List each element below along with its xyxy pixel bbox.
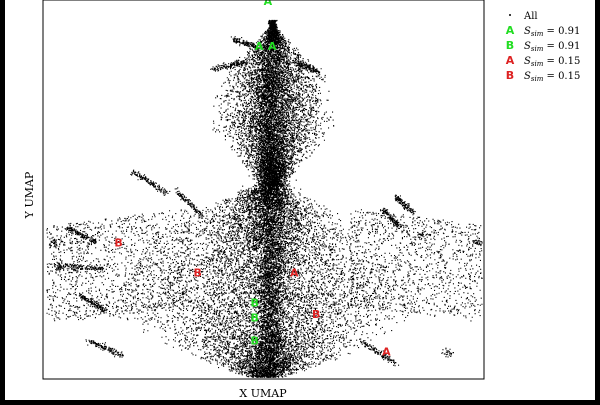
legend-marker-b: B — [506, 69, 514, 82]
legend-item-1: All — [509, 11, 538, 22]
x-axis-label: X UMAP — [239, 387, 287, 400]
legend-label: Ssim = 0.91 — [524, 41, 580, 53]
y-axis-label: Y UMAP — [23, 171, 36, 219]
legend-marker-b: B — [506, 39, 514, 52]
marker-green-b-1: B — [251, 297, 259, 310]
all-series-dots — [46, 19, 483, 379]
marker-red-a-1: A — [290, 266, 299, 279]
marker-red-b-3: B — [312, 308, 320, 321]
marker-red-b-2: B — [193, 266, 201, 279]
marker-red-b-1: B — [114, 236, 122, 249]
legend-marker-a: A — [506, 24, 515, 37]
marker-green-b-2: B — [251, 312, 259, 325]
legend-item-5: B Ssim = 0.15 — [506, 69, 581, 83]
marker-green-a-3: A — [268, 40, 277, 53]
legend-marker-a: A — [506, 54, 515, 67]
marker-green-b-3: B — [251, 334, 259, 347]
legend-item-3: B Ssim = 0.91 — [506, 39, 581, 53]
marker-green-a-1: A — [264, 0, 273, 8]
marker-red-a-2: A — [382, 346, 391, 359]
legend-item-4: A Ssim = 0.15 — [506, 54, 581, 68]
all-points-cloud — [46, 19, 483, 379]
marker-green-a-2: A — [255, 40, 264, 53]
legend-label: Ssim = 0.15 — [524, 71, 580, 83]
legend-item-2: A Ssim = 0.91 — [506, 24, 581, 38]
legend-label: All — [523, 11, 538, 22]
plot-frame — [42, 0, 485, 380]
legend-label: Ssim = 0.15 — [524, 56, 580, 68]
legend-dot-icon — [509, 14, 511, 16]
legend-label: Ssim = 0.91 — [524, 26, 580, 38]
